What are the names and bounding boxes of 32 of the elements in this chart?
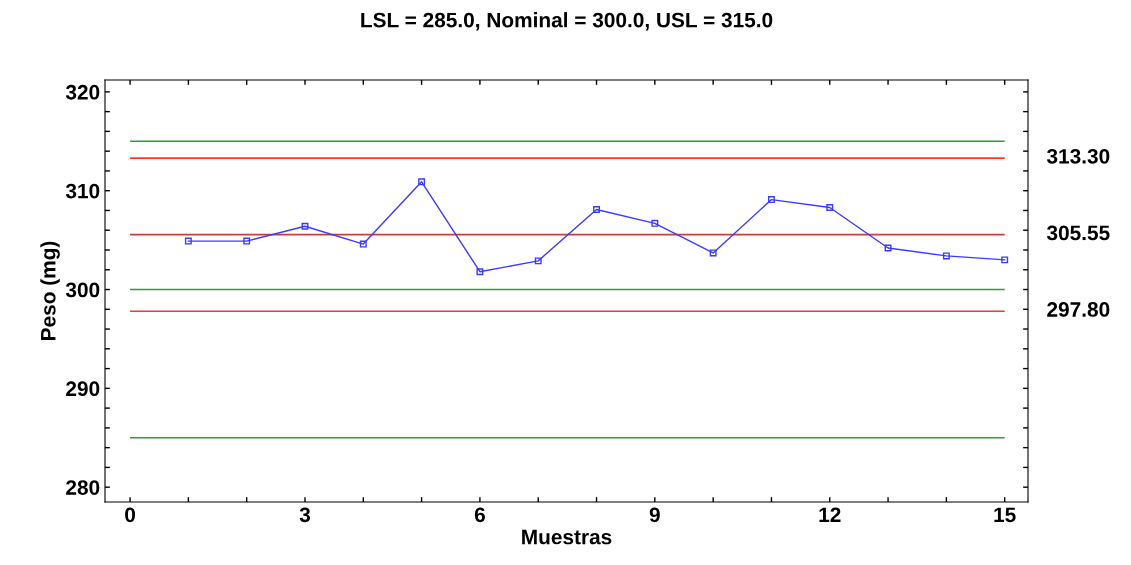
x-tick-label: 9: [649, 507, 660, 523]
y-tick-label: 290: [66, 381, 100, 397]
point: [359, 240, 367, 248]
y-tick-label: 280: [66, 480, 100, 495]
point: [593, 205, 601, 213]
y-tick-label: 300: [65, 282, 100, 298]
point: [301, 222, 309, 230]
x-tick-label: 15: [994, 507, 1016, 523]
point: [418, 178, 426, 186]
point: [651, 219, 659, 227]
x-tick-label: 12: [819, 507, 841, 522]
y-tick-label: 320: [65, 84, 100, 100]
x-tick-label: 3: [299, 507, 311, 523]
chart-title: LSL = 285.0, Nominal = 300.0, USL = 315.0: [361, 12, 773, 31]
x-tick-label: 6: [474, 507, 485, 523]
y-axis-title: Peso (mg): [40, 241, 60, 340]
x-tick-label: 0: [125, 507, 136, 523]
point: [709, 249, 717, 257]
point: [476, 268, 484, 276]
ref-line-label: 297.80: [1047, 302, 1110, 317]
point: [184, 237, 192, 245]
y-tick-label: 310: [65, 183, 100, 199]
point: [767, 196, 775, 204]
point: [243, 237, 251, 245]
point: [534, 257, 542, 265]
x-axis-title: Muestras: [522, 529, 612, 545]
point: [826, 204, 834, 211]
point: [1001, 256, 1009, 264]
ref-line-label: 305.55: [1046, 225, 1110, 241]
point: [942, 252, 950, 260]
ref-line-label: 313.30: [1046, 148, 1110, 164]
point: [884, 244, 892, 252]
